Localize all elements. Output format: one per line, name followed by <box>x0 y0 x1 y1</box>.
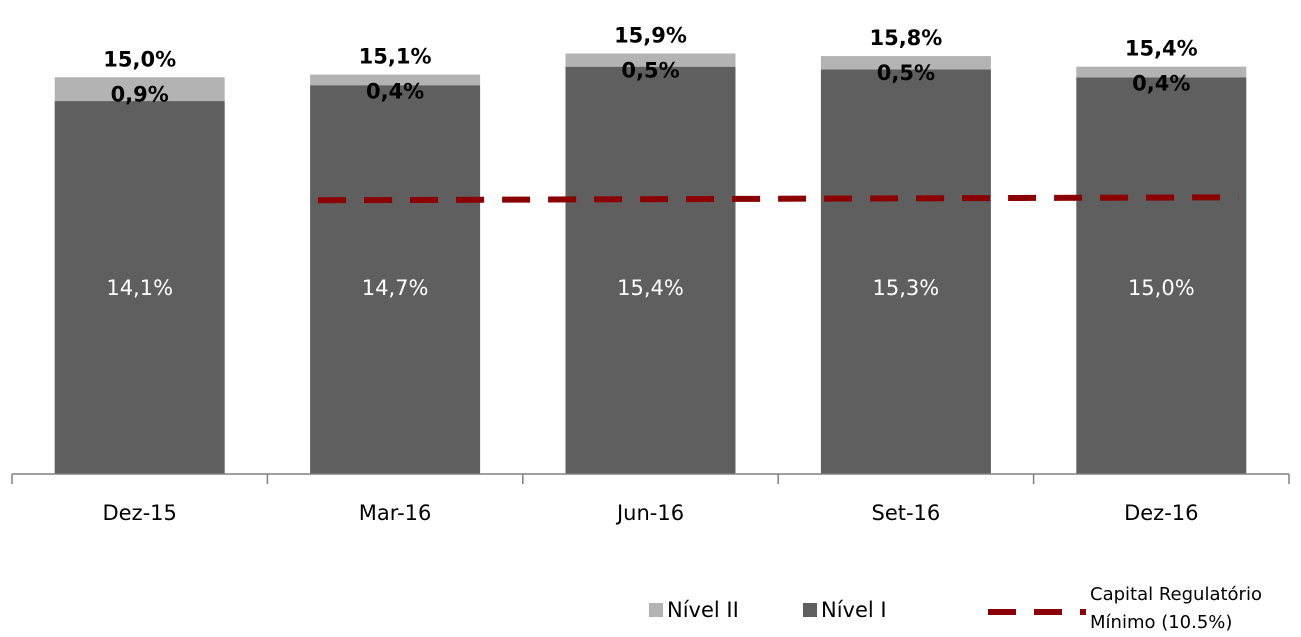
data-label-nivel-ii: 0,9% <box>111 82 169 106</box>
x-tick-label: Set-16 <box>872 501 941 525</box>
data-label-nivel-ii: 0,4% <box>366 80 424 104</box>
legend: Nível II Nível I Capital Regulatório Mínimo… <box>649 584 1262 633</box>
data-label-total: 15,8% <box>869 26 942 50</box>
data-label-nivel-ii: 0,4% <box>1132 72 1190 96</box>
data-label-total: 15,4% <box>1125 37 1198 61</box>
data-label-nivel-ii: 0,5% <box>877 61 935 85</box>
data-label-nivel-i: 15,0% <box>1128 276 1195 300</box>
bars-group <box>55 53 1247 474</box>
regulatory-minimum-line <box>318 197 1238 200</box>
legend-label-nivel-i: Nível I <box>821 598 887 622</box>
x-tick-label: Jun-16 <box>615 501 684 525</box>
x-tick-label: Dez-16 <box>1124 501 1198 525</box>
x-tick-label: Mar-16 <box>359 501 432 525</box>
data-label-nivel-i: 15,4% <box>617 276 684 300</box>
legend-label-nivel-ii: Nível II <box>667 598 739 622</box>
legend-swatch-nivel-ii <box>649 603 663 617</box>
regulatory-line-group <box>318 197 1238 200</box>
data-label-total: 15,1% <box>359 45 432 69</box>
data-label-nivel-ii: 0,5% <box>621 58 679 82</box>
data-label-nivel-i: 14,7% <box>362 276 429 300</box>
data-label-total: 15,0% <box>103 47 176 71</box>
bar-nivel-i <box>821 69 991 474</box>
data-label-nivel-i: 15,3% <box>873 276 940 300</box>
bar-nivel-i <box>566 67 736 474</box>
x-tick-label: Dez-15 <box>102 501 176 525</box>
legend-swatch-nivel-i <box>803 603 817 617</box>
x-axis <box>12 474 1289 484</box>
data-label-nivel-i: 14,1% <box>106 276 173 300</box>
data-label-total: 15,9% <box>614 23 687 47</box>
legend-label-regulatory-line: Capital Regulatório Mínimo (10.5%) <box>1090 584 1262 633</box>
